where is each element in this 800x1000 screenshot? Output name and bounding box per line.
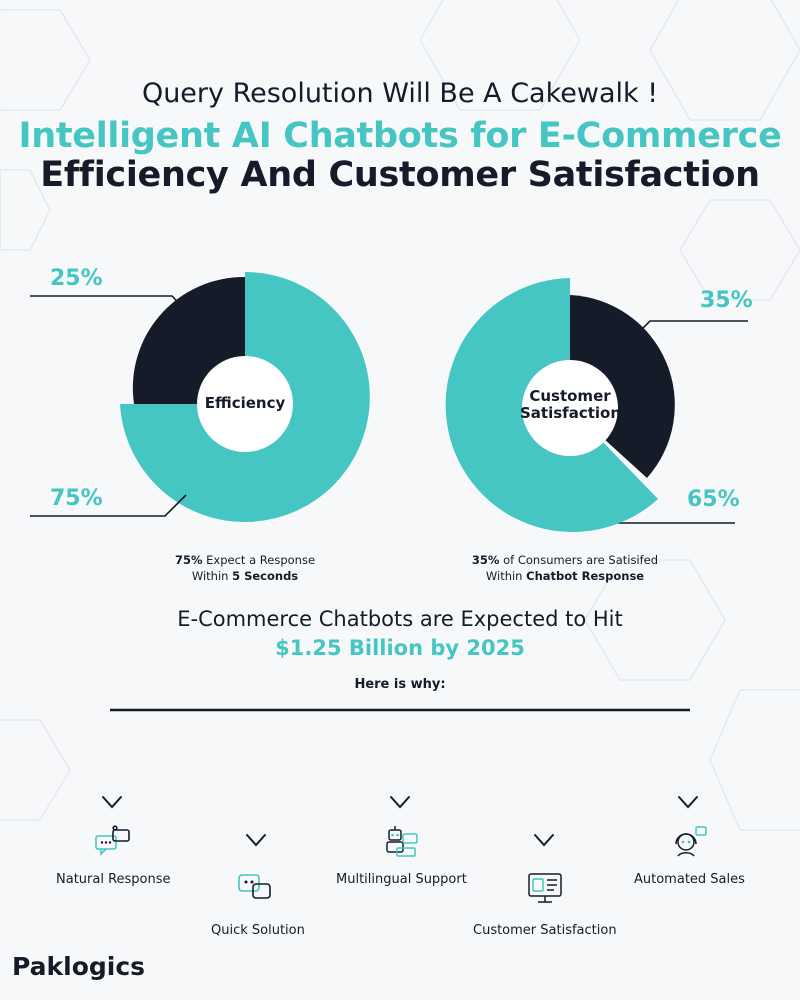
feature-automated-sales: Automated Sales <box>634 872 745 887</box>
efficiency-caption-text2: Within <box>191 569 233 583</box>
feature-natural-response: Natural Response <box>56 872 171 887</box>
efficiency-caption-text1: Expect a Response <box>202 553 316 567</box>
efficiency-caption-bold: 75% <box>174 553 203 567</box>
efficiency-center-label: Efficiency <box>204 394 286 412</box>
feature-quick-solution: Quick Solution <box>211 923 305 938</box>
efficiency-label-75: 75% <box>50 486 103 511</box>
monitor-dashboard-icon <box>528 873 562 903</box>
efficiency-caption: 75% Expect a Response Within 5 Seconds <box>140 552 350 584</box>
satisfaction-caption-text1: of Consumers are Satisifed <box>499 553 659 567</box>
bot-chat-icon <box>238 874 271 899</box>
satisfaction-center-label-line2: Satisfaction <box>520 404 622 422</box>
feature-customer-satisfaction: Customer Satisfaction <box>473 923 617 938</box>
feature-arrows <box>102 708 698 847</box>
satisfaction-caption: 35% of Consumers are Satisifed Within Ch… <box>445 552 685 584</box>
satisfaction-caption-bold2: Chatbot Response <box>526 569 645 583</box>
chat-bubbles-icon <box>95 825 130 856</box>
here-is-why-label: Here is why: <box>354 677 446 692</box>
satisfaction-label-65: 65% <box>687 487 740 512</box>
robot-laptop-icon <box>386 826 418 857</box>
page-subtitle: Query Resolution Will Be A Cakewalk ! <box>141 78 659 109</box>
satisfaction-donut-chart <box>445 278 675 532</box>
satisfaction-segment-35 <box>570 295 675 478</box>
efficiency-donut-chart <box>120 272 370 522</box>
market-forecast-value: $1.25 Billion by 2025 <box>275 636 525 660</box>
market-forecast-text: E-Commerce Chatbots are Expected to Hit <box>177 607 623 631</box>
satisfaction-center-label: Customer Satisfaction <box>520 387 622 422</box>
efficiency-label-25: 25% <box>50 266 103 291</box>
headset-agent-icon <box>675 826 707 857</box>
feature-multilingual-support: Multilingual Support <box>336 872 467 887</box>
satisfaction-caption-text2: Within <box>485 569 527 583</box>
efficiency-segment-75 <box>120 272 370 522</box>
satisfaction-label-35: 35% <box>700 288 753 313</box>
satisfaction-caption-bold: 35% <box>471 553 500 567</box>
paklogics-logo: Paklogics <box>12 952 146 981</box>
page-title-line2: Efficiency And Customer Satisfaction <box>40 155 760 195</box>
satisfaction-center-label-line1: Customer <box>529 387 611 405</box>
efficiency-caption-bold2: 5 Seconds <box>232 569 299 583</box>
page-title-line1: Intelligent AI Chatbots for E-Commerce <box>18 116 782 156</box>
